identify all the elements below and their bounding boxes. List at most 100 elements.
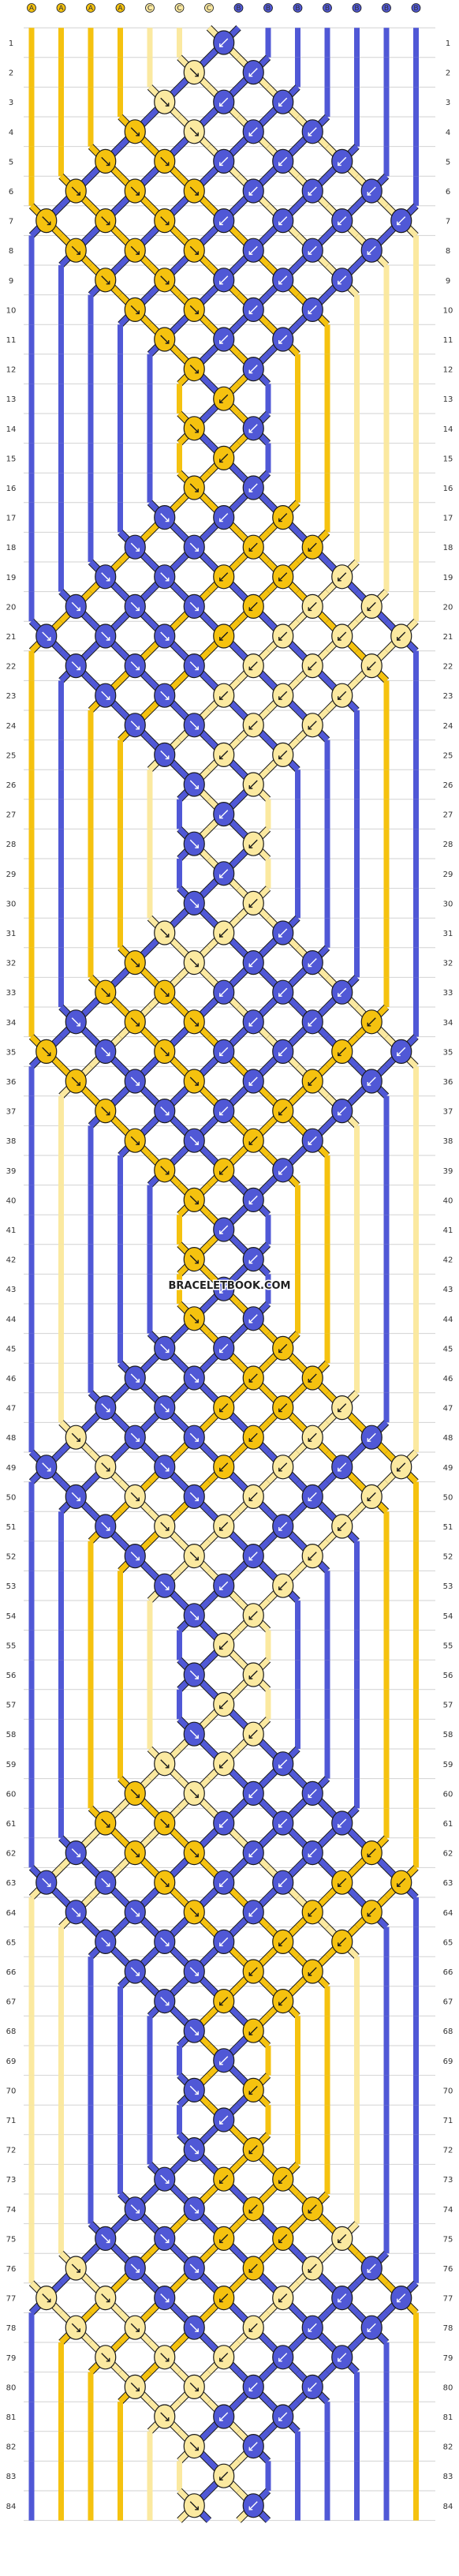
knot [95,1098,117,1124]
knot [154,327,176,352]
knot-arrow-icon [278,1581,288,1590]
knot [154,1810,176,1836]
knot-arrow-icon [219,2293,229,2303]
knot [95,2345,117,2370]
knot-arrow-icon [101,2233,110,2243]
strand-label: A [88,5,94,13]
knot-arrow-head-icon [195,2506,199,2510]
knot-arrow-head-icon [278,1408,282,1413]
row-number-left: 14 [6,425,17,434]
row-number-right: 53 [443,1582,453,1591]
row-number-left: 50 [6,1493,17,1502]
knot [213,2463,235,2488]
knot-arrow-icon [189,1848,199,1858]
strand-label-dot [86,3,95,13]
knot [183,238,205,263]
knot [65,2256,87,2281]
knot [35,2286,58,2311]
row-number-left: 31 [6,930,17,938]
knot [242,1603,264,1628]
knot-arrow-head-icon [106,1111,110,1116]
knot-arrow-icon [189,1017,199,1027]
knot-arrow-head-icon [248,1379,253,1383]
row-number-left: 46 [6,1375,17,1383]
row-number-left: 52 [6,1553,17,1562]
row-number-left: 75 [6,2235,17,2244]
knot [301,2315,323,2340]
knot-arrow-icon [71,2323,80,2332]
knot-arrow-head-icon [195,1260,199,1264]
knot [154,564,176,590]
knot-arrow-icon [189,1076,199,1086]
row-number-left: 10 [6,306,17,315]
knot [124,297,146,322]
knot-arrow-head-icon [136,2209,140,2214]
knot-arrow-icon [338,691,347,700]
knot [213,979,235,1005]
knot [301,1365,323,1391]
row-number-left: 59 [6,1761,17,1769]
knot-arrow-head-icon [106,2298,110,2303]
knot [154,1039,176,1065]
knot [183,2018,205,2043]
strand-label-dot [352,3,362,13]
knot [183,1484,205,1510]
knot-arrow-icon [42,1046,51,1056]
knot [65,653,87,679]
knot [154,623,176,649]
knot-arrow-icon [42,2293,51,2303]
knot-arrow-icon [189,1788,199,1798]
strand-label-dot [56,3,66,13]
knot-arrow-icon [130,186,140,196]
knot-arrow-icon [219,1522,229,1531]
knot [272,564,294,590]
row-number-left: 16 [6,485,17,493]
row-number-left: 13 [6,395,17,404]
knot-arrow-icon [130,1788,140,1798]
knot-arrow-head-icon [165,1408,170,1413]
knot-arrow-icon [130,127,140,137]
knot-arrow-icon [367,1017,376,1027]
knot [242,2018,264,2043]
knot [272,2404,294,2429]
row-number-right: 61 [443,1820,453,1829]
knot [124,1900,146,1925]
knot [213,920,235,945]
knot [272,208,294,234]
knot [272,1514,294,1539]
knot [331,1455,353,1480]
watermark: BRACELETBOOK.COM [169,1280,291,1292]
knot-arrow-icon [189,1967,199,1976]
row-number-right: 42 [443,1256,453,1265]
knot [154,268,176,293]
knot-arrow-icon [338,2293,347,2303]
knot-arrow-icon [248,2085,258,2095]
knot [183,2077,205,2102]
knot-arrow-head-icon [165,2239,170,2244]
knot-arrow-head-icon [219,1170,223,1175]
knot-arrow-head-icon [165,755,170,760]
knot-arrow-head-icon [195,1200,199,1205]
knot-arrow-head-icon [308,548,312,552]
knot [183,890,205,916]
knot [301,2196,323,2222]
knot [154,920,176,945]
knot [301,949,323,975]
row-number-right: 64 [443,1909,453,1918]
knot [95,1514,117,1539]
knot-arrow-head-icon [278,637,282,641]
knot-arrow-head-icon [195,963,199,968]
knot [183,178,205,204]
knot-arrow-icon [189,1373,199,1383]
knot-arrow-head-icon [308,132,312,137]
knot-arrow-icon [130,542,140,552]
knot-arrow-icon [219,97,229,107]
knot [124,178,146,204]
knot-arrow-icon [42,1878,51,1887]
knot-arrow-icon [71,661,80,671]
knot-arrow-icon [71,245,80,255]
row-number-left: 76 [6,2265,17,2274]
knot [95,683,117,708]
knot-arrow-icon [308,245,317,255]
